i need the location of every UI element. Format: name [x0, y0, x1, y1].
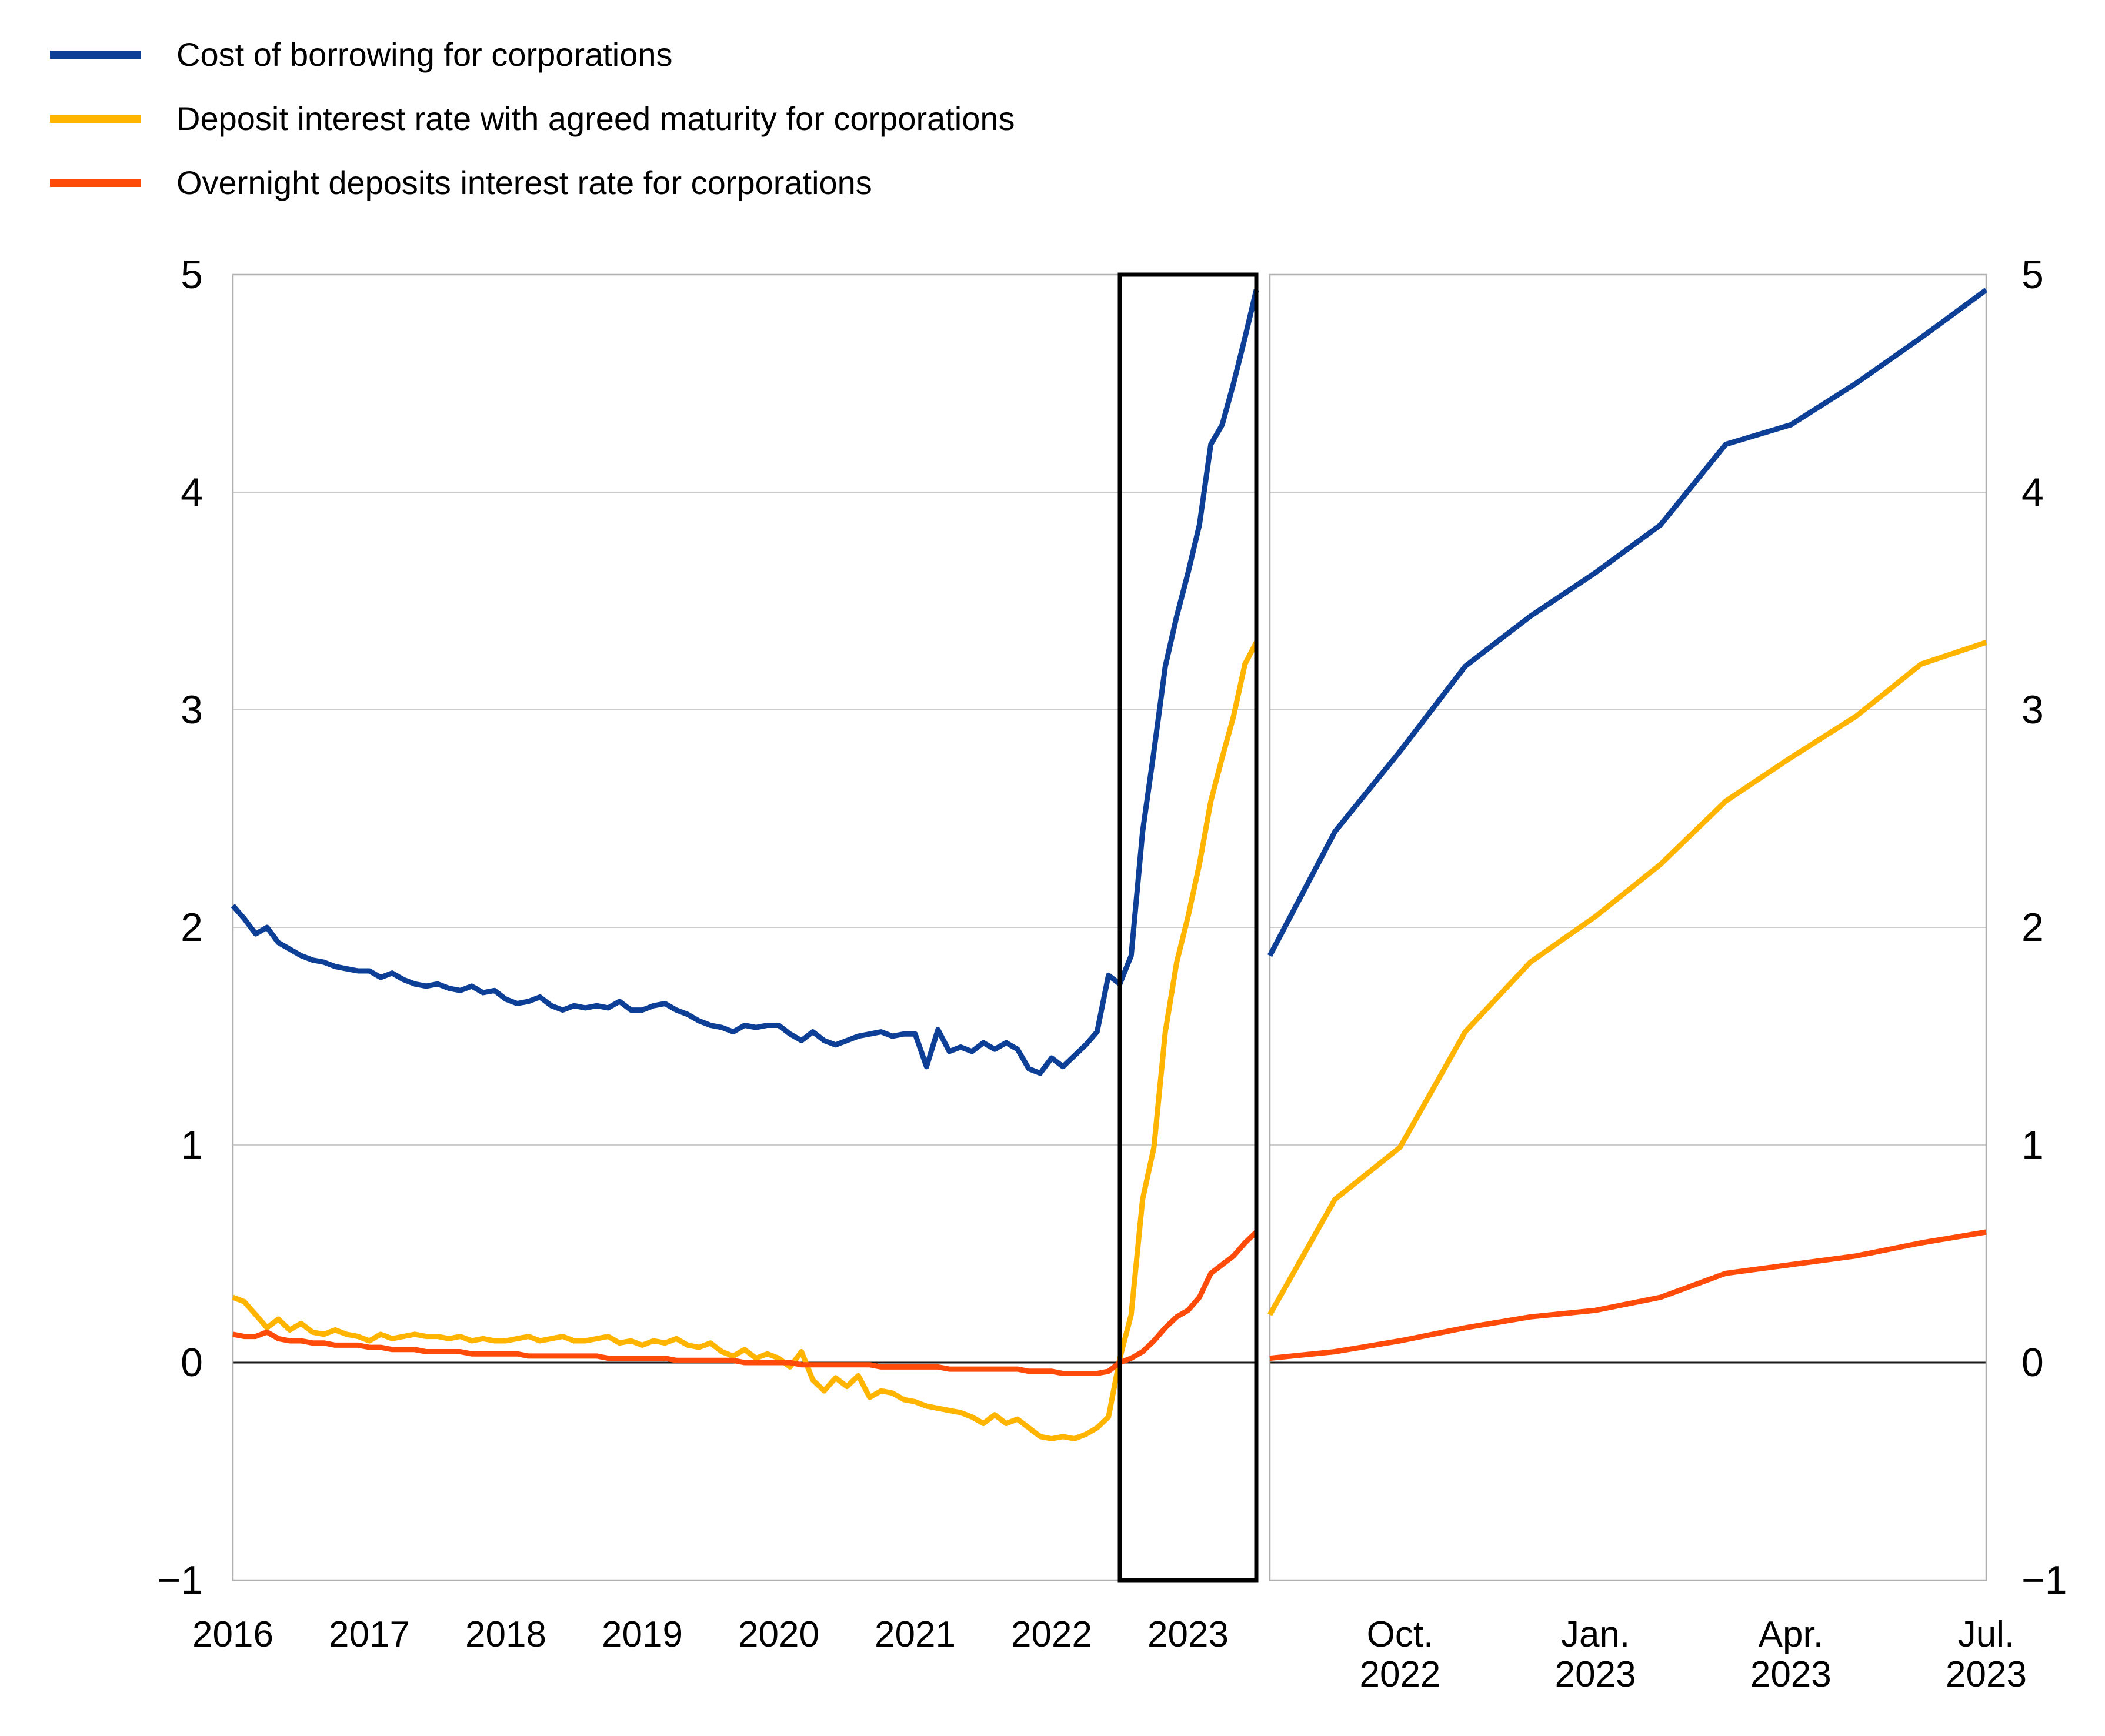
- deposit-agreed-maturity-line: [232, 641, 1259, 1441]
- y-tick-label-left: 4: [181, 470, 203, 515]
- y-tick-label-right: 1: [2021, 1123, 2044, 1167]
- legend-line-swatch-red: [50, 179, 141, 187]
- panel-right: 5 4 3 2 1 0 −1 Oct. 2022 Jan. 2023 Apr. 2023 Jul. 2023: [1267, 252, 2067, 1695]
- legend-item-deposit-agreed-maturity: Deposit interest rate with agreed maturi…: [50, 99, 1015, 138]
- legend-item-label: Overnight deposits interest rate for cor…: [176, 164, 872, 201]
- x-tick-label-year: 2017: [329, 1614, 410, 1655]
- y-tick-label-left: 0: [181, 1340, 203, 1385]
- legend-item-overnight-deposits: Overnight deposits interest rate for cor…: [50, 163, 1015, 202]
- x-tick-label-year: 2020: [738, 1614, 819, 1655]
- x-tick-label-month: Jul. 2023: [1946, 1614, 2027, 1695]
- panel-border: [1269, 273, 1987, 1581]
- y-tick-label-left: −1: [157, 1558, 203, 1603]
- legend-item-label: Deposit interest rate with agreed maturi…: [176, 100, 1015, 137]
- y-tick-label-right: 5: [2021, 252, 2044, 297]
- x-tick-label-month: Oct. 2022: [1359, 1614, 1440, 1695]
- y-tick-label-right: 4: [2021, 470, 2044, 515]
- x-tick-label-year: 2021: [875, 1614, 956, 1655]
- y-tick-label-left: 1: [181, 1123, 203, 1167]
- legend-line-swatch-blue: [50, 51, 141, 59]
- y-tick-label-right: −1: [2021, 1558, 2067, 1603]
- deposit-agreed-maturity-line: [1267, 640, 1987, 1316]
- legend: Cost of borrowing for corporations Depos…: [50, 35, 1015, 202]
- x-tick-label-year: 2019: [602, 1614, 683, 1655]
- x-tick-label-month: Jan. 2023: [1555, 1614, 1636, 1695]
- legend-item-label: Cost of borrowing for corporations: [176, 36, 673, 73]
- y-tick-label-right: 2: [2021, 905, 2044, 950]
- panel-left: 5 4 3 2 1 0 −1 2016 2017 2018 2019 2020 2021 2022 2023: [157, 252, 1259, 1655]
- x-tick-label-year: 2022: [1011, 1614, 1092, 1655]
- overnight-deposits-line: [232, 1230, 1259, 1376]
- cost-of-borrowing-line: [231, 289, 1259, 1076]
- legend-item-cost-of-borrowing: Cost of borrowing for corporations: [50, 35, 1015, 74]
- y-tick-label-left: 5: [181, 252, 203, 297]
- y-tick-label-left: 3: [181, 687, 203, 732]
- cost-of-borrowing-line: [1267, 288, 1988, 957]
- x-tick-label-year: 2023: [1147, 1614, 1229, 1655]
- y-tick-label-right: 0: [2021, 1340, 2044, 1385]
- y-tick-label-left: 2: [181, 905, 203, 950]
- x-tick-label-year: 2018: [465, 1614, 546, 1655]
- highlight-rectangle: [1117, 272, 1259, 1583]
- y-tick-label-right: 3: [2021, 687, 2044, 732]
- overnight-deposits-line: [1269, 1229, 1987, 1361]
- x-tick-label-year: 2016: [192, 1614, 273, 1655]
- legend-line-swatch-yellow: [50, 115, 141, 123]
- x-tick-label-month: Apr. 2023: [1750, 1614, 1832, 1695]
